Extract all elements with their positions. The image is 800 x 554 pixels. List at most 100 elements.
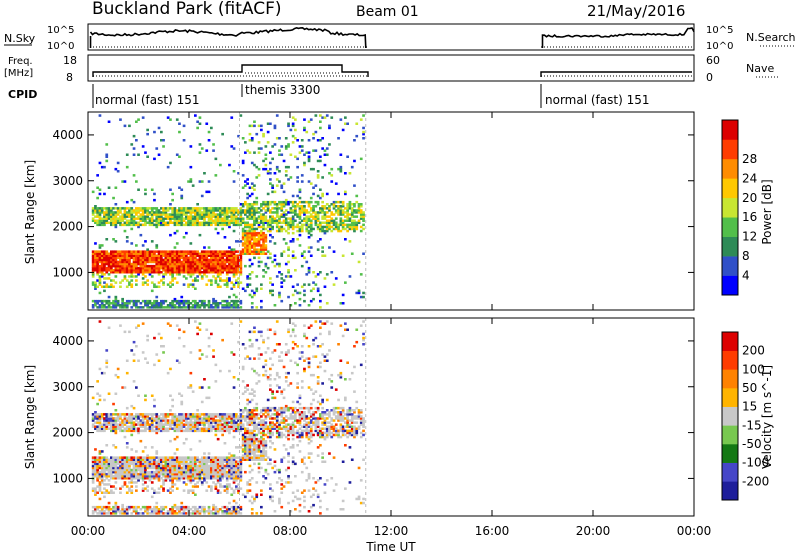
power-cell [246,233,249,237]
power-cell [146,283,149,286]
velocity-cell [139,415,143,418]
velocity-cell [153,470,156,474]
velocity-cell [189,470,193,474]
power-cell [162,283,165,286]
power-cell [178,219,181,222]
velocity-cell [203,508,206,511]
power-cell [239,281,243,284]
velocity-cell [225,477,229,480]
power-cell [273,219,277,222]
power-cell [255,231,259,235]
power-cell [194,207,197,210]
velocity-cell [121,413,124,416]
power-cell [173,306,177,309]
velocity-cell [185,477,188,480]
power-cell [241,209,245,212]
velocity-cell [112,413,115,416]
velocity-cell [121,505,124,509]
power-cell [221,132,224,136]
power-cell [355,200,359,204]
velocity-cell [116,415,120,418]
velocity-cell [189,448,193,451]
velocity-cell [203,423,206,426]
power-cell [175,281,179,284]
power-cell [98,254,102,257]
power-cell [198,256,202,260]
power-cell [203,246,206,249]
power-cell [180,219,184,222]
velocity-cell [230,417,234,420]
velocity-cell [166,489,170,492]
power-cell [189,211,193,214]
velocity-cell [116,475,120,478]
power-cell [321,250,324,253]
velocity-cell [248,454,252,457]
velocity-cell [157,429,161,433]
velocity-cell [262,425,265,428]
velocity-cell [191,429,195,433]
velocity-cell [125,470,129,474]
velocity-cell [260,353,263,356]
power-cell [137,118,140,121]
power-cell [187,256,190,260]
power-cell [173,266,177,270]
power-cell [205,271,209,274]
power-cell [210,269,213,272]
power-cell [200,180,204,183]
power-cell [319,229,322,233]
velocity-cell [139,429,143,433]
velocity-cell [221,512,224,515]
power-cell [282,211,286,214]
power-cell [319,293,322,297]
power-cell [123,275,127,278]
velocity-cell [112,429,115,433]
velocity-cell [262,338,265,342]
power-cell [205,264,209,268]
power-cell [137,211,140,214]
velocity-cell [260,489,263,492]
velocity-cell [141,466,145,470]
velocity-cell [203,462,206,466]
velocity-cell [116,419,120,422]
velocity-cell [164,475,168,478]
power-cell [94,262,97,266]
power-cell [180,188,184,191]
power-cell [271,260,274,264]
velocity-cell [198,439,202,443]
power-cell [307,157,311,161]
velocity-cell [221,470,224,474]
velocity-cell [196,460,199,463]
velocity-cell [125,456,129,459]
power-cell [289,221,293,224]
power-cell [250,217,254,220]
power-cell [169,285,172,288]
velocity-cell [98,477,102,480]
velocity-cell [107,508,111,511]
velocity-cell [212,349,215,352]
velocity-cell [132,421,136,424]
velocity-cell [266,456,270,459]
power-cell [157,269,161,272]
freq-panel: Freq. [MHz] 18 8 60 0 Nave [4,54,778,84]
power-cell [94,207,97,210]
power-cell [284,262,288,266]
power-cell [321,217,324,220]
power-cell [303,161,306,165]
velocity-cell [210,458,213,461]
velocity-cell [141,487,145,490]
velocity-cell [144,413,147,416]
power-cell [309,227,313,231]
power-cell [221,211,224,214]
power-cell [166,254,170,257]
power-cell [305,209,309,212]
velocity-cell [105,468,109,472]
power-cell [141,223,145,227]
power-cell [110,256,113,260]
power-cell [119,281,122,284]
power-cell [332,219,336,222]
power-cell [125,211,129,214]
velocity-cell [200,421,204,424]
power-cell [169,254,172,257]
power-cell [319,120,322,123]
velocity-cell [148,464,152,468]
